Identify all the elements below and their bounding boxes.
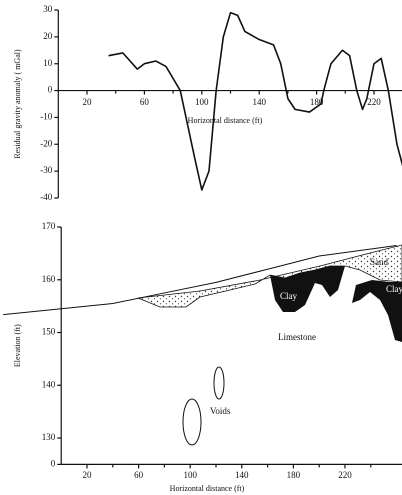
x-tick-label: 220 bbox=[338, 470, 352, 480]
x-axis-label: Horizontal distance (ft) bbox=[188, 116, 263, 125]
y-tick-label: -30 bbox=[40, 165, 52, 175]
ground-surface bbox=[3, 244, 397, 316]
x-tick-label: 220 bbox=[367, 97, 381, 107]
data-line bbox=[108, 11, 402, 191]
y-tick-label: -20 bbox=[40, 138, 52, 148]
x-tick-label: 20 bbox=[83, 97, 93, 107]
x-tick-label: 20 bbox=[83, 470, 93, 480]
clay-body bbox=[270, 266, 345, 312]
clay-body bbox=[352, 280, 402, 342]
x-tick-label: 140 bbox=[252, 97, 266, 107]
y-tick-label: 150 bbox=[42, 327, 56, 337]
y-tick-label: 170 bbox=[42, 221, 56, 231]
y-tick-label: 20 bbox=[43, 31, 53, 41]
y-axis-label: Elevation (ft) bbox=[13, 324, 22, 367]
y-tick-label: 140 bbox=[42, 379, 56, 389]
layer-label: Sand bbox=[370, 257, 389, 267]
layer-label: Voids bbox=[210, 406, 231, 416]
y-tick-label: -40 bbox=[40, 192, 52, 202]
x-tick-label: 140 bbox=[235, 470, 249, 480]
y-tick-label: 30 bbox=[43, 4, 53, 14]
y-tick-label: -10 bbox=[40, 111, 52, 121]
x-tick-label: 60 bbox=[140, 97, 150, 107]
y-tick-label: 0 bbox=[48, 85, 53, 95]
void bbox=[213, 366, 225, 400]
y-tick-label: 0 bbox=[51, 458, 56, 468]
y-tick-label: 160 bbox=[42, 274, 56, 284]
void bbox=[182, 398, 202, 446]
y-tick-label: 130 bbox=[42, 432, 56, 442]
x-tick-label: 180 bbox=[310, 97, 324, 107]
layer-label: Clay bbox=[386, 284, 402, 294]
x-tick-label: 60 bbox=[134, 470, 144, 480]
x-tick-label: 100 bbox=[195, 97, 209, 107]
y-axis-label: Residual gravity anomaly ( mGal) bbox=[13, 49, 22, 159]
y-tick-label: 10 bbox=[43, 58, 53, 68]
layer-label: Clay bbox=[280, 291, 297, 301]
x-tick-label: 100 bbox=[183, 470, 197, 480]
layer-label: Limestone bbox=[278, 332, 316, 342]
x-axis-label: Horizontal distance (ft) bbox=[170, 484, 245, 493]
x-tick-label: 180 bbox=[287, 470, 301, 480]
